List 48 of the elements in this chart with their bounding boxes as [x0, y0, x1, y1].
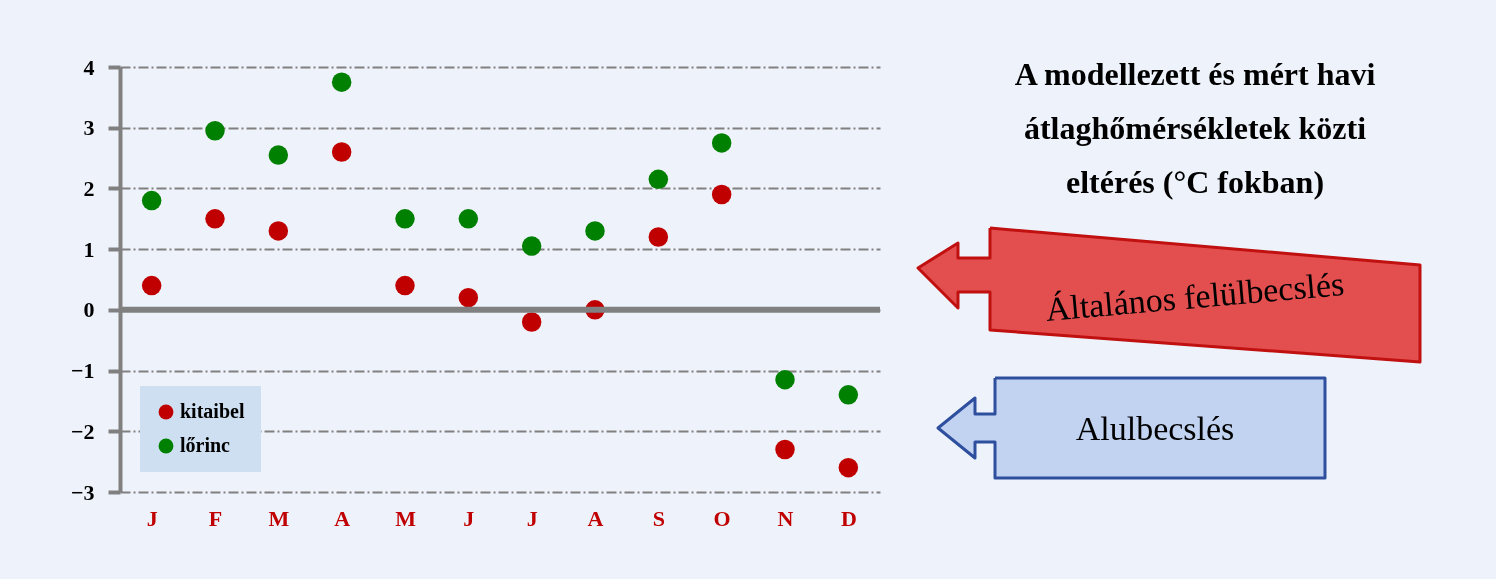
x-tick-label: S — [652, 505, 665, 531]
x-tick-label: O — [713, 505, 731, 531]
point — [141, 275, 162, 296]
point — [711, 184, 732, 205]
point — [268, 145, 289, 165]
point — [775, 439, 795, 460]
y-tick-label: 4 — [83, 54, 95, 80]
x-tick-label: M — [395, 505, 417, 531]
x-tick-label: N — [777, 505, 794, 531]
x-tick-label: A — [334, 505, 351, 531]
y-tick-label: −1 — [70, 358, 95, 384]
x-tick-label: J — [146, 505, 158, 531]
legend-label: kitaibel — [180, 400, 245, 422]
y-tick-label: 3 — [83, 115, 95, 141]
point — [648, 169, 669, 190]
point — [331, 72, 352, 92]
point — [205, 121, 225, 141]
y-tick-label: −3 — [70, 479, 95, 505]
y-tick-label: 2 — [83, 175, 95, 201]
point — [141, 190, 162, 211]
point — [521, 312, 542, 332]
point — [331, 142, 352, 162]
x-tick-label: M — [268, 505, 290, 531]
point — [395, 209, 415, 229]
x-tick-label: D — [840, 505, 857, 531]
point — [521, 236, 542, 256]
y-tick-label: −2 — [70, 418, 95, 444]
point — [648, 227, 669, 247]
legend-label: lőrinc — [180, 434, 231, 456]
y-tick-label: 1 — [83, 236, 95, 262]
x-tick-label: J — [463, 505, 475, 531]
text: Általános felülbecslés — [1044, 265, 1346, 328]
point — [205, 209, 225, 229]
text: A modellezett és mért havi átlaghőmérsékletek közti eltérés (°C fokban) — [1014, 56, 1376, 200]
x-tick-label: F — [208, 505, 223, 531]
point — [395, 275, 415, 296]
point — [838, 457, 859, 478]
x-tick-label: J — [526, 505, 538, 531]
point — [711, 133, 732, 153]
point — [585, 221, 605, 241]
point — [268, 221, 289, 241]
point — [458, 209, 479, 229]
point — [458, 287, 479, 308]
y-tick-label: 0 — [83, 297, 95, 323]
point — [838, 385, 859, 405]
point — [775, 369, 795, 390]
text: Alulbecslés — [1075, 410, 1235, 447]
x-tick-label: A — [587, 505, 604, 531]
